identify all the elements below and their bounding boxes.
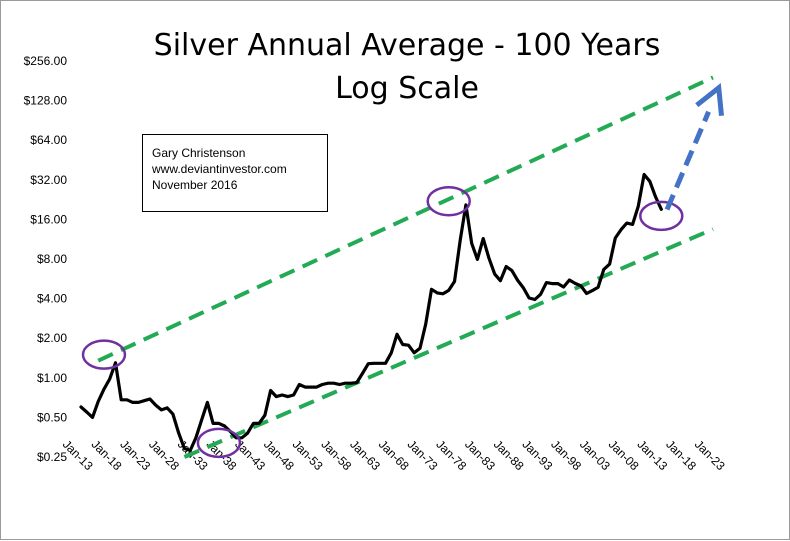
y-tick-label: $8.00 bbox=[37, 252, 67, 266]
x-tick-label: Jan-43 bbox=[232, 437, 268, 473]
x-tick-label: Jan-13 bbox=[634, 437, 670, 473]
highlight-circle bbox=[81, 339, 127, 370]
y-axis-ticks: $256.00 $128.00 $64.00 $32.00 $16.00 $8.00 $4.… bbox=[24, 54, 68, 464]
x-tick-label: Jan-98 bbox=[548, 437, 584, 473]
x-tick-label: Jan-18 bbox=[89, 437, 125, 473]
x-tick-label: Jan-03 bbox=[577, 437, 613, 473]
x-tick-label: Jan-78 bbox=[433, 437, 469, 473]
projection-arrow-head bbox=[695, 83, 724, 116]
annotation-author: Gary Christenson bbox=[152, 146, 246, 160]
trend-channel-lines bbox=[97, 75, 714, 459]
x-tick-label: Jan-58 bbox=[318, 437, 354, 473]
silver-price-line bbox=[79, 172, 663, 453]
chart-title-line-2: Log Scale bbox=[335, 71, 479, 106]
trend-channel-line bbox=[97, 75, 714, 363]
y-tick-label: $256.00 bbox=[24, 54, 68, 68]
highlight-circle bbox=[426, 185, 471, 217]
y-tick-label: $1.00 bbox=[37, 371, 67, 385]
x-tick-label: Jan-83 bbox=[462, 437, 498, 473]
y-tick-label: $64.00 bbox=[30, 133, 67, 147]
y-tick-label: $128.00 bbox=[24, 94, 68, 108]
x-tick-label: Jan-28 bbox=[146, 437, 182, 473]
projection-arrow-shaft bbox=[664, 110, 711, 211]
trend-channel-line bbox=[183, 227, 714, 459]
x-tick-label: Jan-23 bbox=[117, 437, 153, 473]
y-tick-label: $0.50 bbox=[37, 410, 67, 424]
x-tick-label: Jan-23 bbox=[692, 437, 728, 473]
y-tick-label: $4.00 bbox=[37, 292, 67, 306]
x-tick-label: Jan-93 bbox=[520, 437, 556, 473]
highlight-circle bbox=[196, 427, 242, 459]
x-tick-label: Jan-88 bbox=[491, 437, 527, 473]
y-tick-label: $16.00 bbox=[30, 212, 67, 226]
highlight-circle bbox=[639, 200, 684, 232]
annotation-date: November 2016 bbox=[152, 178, 238, 192]
x-tick-label: Jan-08 bbox=[606, 437, 642, 473]
y-tick-label: $0.25 bbox=[37, 450, 67, 464]
x-tick-label: Jan-73 bbox=[405, 437, 441, 473]
x-tick-label: Jan-68 bbox=[376, 437, 412, 473]
highlight-circles bbox=[81, 185, 684, 459]
annotation-box: Gary Christenson www.deviantinvestor.com… bbox=[142, 134, 328, 212]
price-series bbox=[79, 172, 663, 453]
annotation-website: www.deviantinvestor.com bbox=[152, 162, 287, 176]
x-tick-label: Jan-48 bbox=[261, 437, 297, 473]
x-tick-label: Jan-53 bbox=[290, 437, 326, 473]
y-tick-label: $2.00 bbox=[37, 331, 67, 345]
y-tick-label: $32.00 bbox=[30, 173, 67, 187]
x-tick-label: Jan-18 bbox=[663, 437, 699, 473]
chart-title-line-1: Silver Annual Average - 100 Years bbox=[154, 28, 661, 63]
x-axis-ticks: Jan-13Jan-18Jan-23Jan-28Jan-33Jan-38Jan-… bbox=[60, 437, 728, 473]
x-tick-label: Jan-63 bbox=[347, 437, 383, 473]
projection-arrow bbox=[664, 83, 724, 211]
